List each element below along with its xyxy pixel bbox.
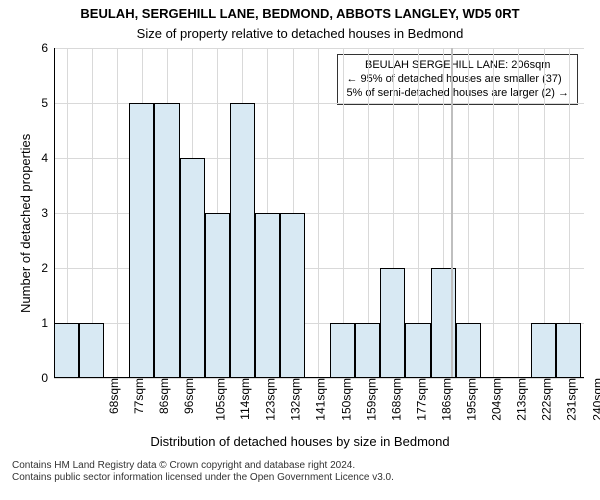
x-tick-label: 195sqm <box>466 378 478 421</box>
credits-text: Contains HM Land Registry data © Crown c… <box>12 460 600 484</box>
credit-line: Contains HM Land Registry data © Crown c… <box>12 460 600 472</box>
grid-line-v <box>117 48 118 378</box>
y-tick-label: 0 <box>41 371 54 385</box>
y-tick-label: 2 <box>41 261 54 275</box>
y-tick-label: 5 <box>41 96 54 110</box>
x-tick-label: 123sqm <box>265 378 277 421</box>
histogram-bar <box>556 323 581 378</box>
x-tick-label: 86sqm <box>158 378 170 414</box>
x-tick-label: 231sqm <box>566 378 578 421</box>
grid-line-v <box>318 48 319 378</box>
y-tick-label: 1 <box>41 316 54 330</box>
histogram-bar <box>205 213 230 378</box>
x-tick-label: 159sqm <box>365 378 377 421</box>
x-tick-label: 77sqm <box>133 378 145 414</box>
histogram-bar <box>355 323 380 378</box>
x-tick-label: 150sqm <box>340 378 352 421</box>
x-tick-label: 213sqm <box>516 378 528 421</box>
plot-area: BEULAH SERGEHILL LANE: 206sqm← 95% of de… <box>54 48 584 378</box>
histogram-bar <box>230 103 255 378</box>
x-tick-label: 96sqm <box>183 378 195 414</box>
chart-title-sub: Size of property relative to detached ho… <box>0 26 600 41</box>
histogram-bar <box>255 213 280 378</box>
x-axis <box>54 377 584 378</box>
histogram-bar <box>405 323 430 378</box>
x-tick-label: 240sqm <box>591 378 600 421</box>
y-axis <box>54 48 55 378</box>
y-tick-label: 6 <box>41 41 54 55</box>
x-tick-label: 186sqm <box>441 378 453 421</box>
chart-legend: BEULAH SERGEHILL LANE: 206sqm← 95% of de… <box>337 54 578 105</box>
grid-line-v <box>493 48 494 378</box>
legend-line: 5% of semi-detached houses are larger (2… <box>346 87 569 101</box>
x-tick-label: 114sqm <box>239 378 251 420</box>
grid-line-h <box>54 48 584 49</box>
credit-line: Contains public sector information licen… <box>12 472 600 484</box>
histogram-bar <box>531 323 556 378</box>
x-tick-label: 132sqm <box>290 378 302 421</box>
chart-title-main: BEULAH, SERGEHILL LANE, BEDMOND, ABBOTS … <box>0 6 600 21</box>
x-tick-label: 177sqm <box>416 378 428 421</box>
x-tick-label: 68sqm <box>108 378 120 414</box>
histogram-bar <box>79 323 104 378</box>
x-tick-label: 222sqm <box>541 378 553 421</box>
legend-line: ← 95% of detached houses are smaller (37… <box>346 73 569 87</box>
y-tick-label: 4 <box>41 151 54 165</box>
histogram-bar <box>154 103 179 378</box>
histogram-bar <box>129 103 154 378</box>
histogram-bar <box>456 323 481 378</box>
histogram-bar <box>330 323 355 378</box>
x-tick-label: 141sqm <box>315 378 327 421</box>
x-axis-label: Distribution of detached houses by size … <box>0 434 600 449</box>
histogram-bar <box>280 213 305 378</box>
y-axis-label: Number of detached properties <box>18 134 33 313</box>
grid-line-v <box>518 48 519 378</box>
y-tick-label: 3 <box>41 206 54 220</box>
histogram-bar <box>380 268 405 378</box>
histogram-bar <box>180 158 205 378</box>
x-tick-label: 168sqm <box>390 378 402 421</box>
histogram-bar <box>54 323 79 378</box>
x-tick-label: 204sqm <box>491 378 503 421</box>
x-tick-label: 105sqm <box>215 378 227 421</box>
legend-line: BEULAH SERGEHILL LANE: 206sqm <box>346 59 569 73</box>
reference-line <box>451 48 453 378</box>
